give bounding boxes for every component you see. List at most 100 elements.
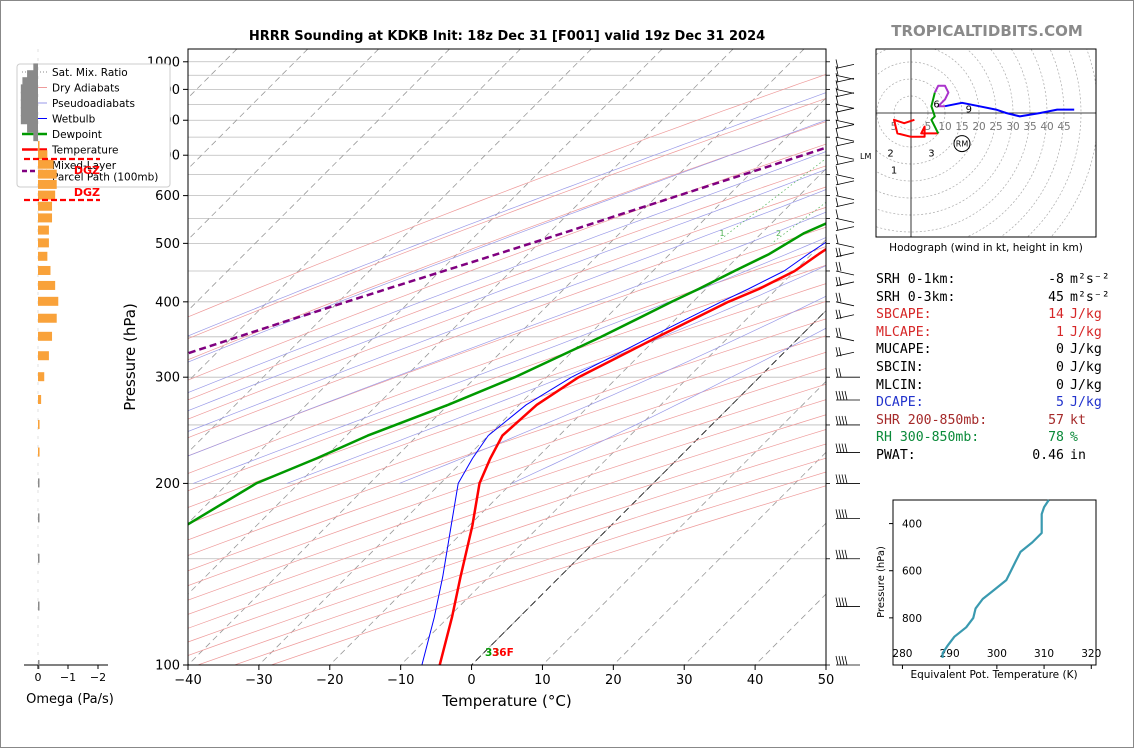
omega-bar [20, 84, 38, 94]
param-unit: % [1070, 430, 1078, 446]
thetae-x-tick-label: 300 [987, 648, 1007, 660]
wind-barb-flag [835, 655, 839, 666]
wind-barb [835, 276, 855, 287]
dry-adiabat-line [188, 335, 826, 556]
omega-bar [38, 225, 49, 235]
wind-barb-staff [835, 154, 855, 160]
mixing-ratio-line [1053, 49, 1134, 243]
legend-label: Wetbulb [52, 114, 96, 126]
wind-barb [835, 111, 855, 125]
wind-barb-flag [844, 597, 848, 607]
omega-panel: 0 −1 −2 DGZ DGZ [20, 49, 108, 684]
param-row: MUCAPE: 0 J/kg [876, 341, 1110, 359]
isotherm-line [188, 49, 592, 453]
param-unit: J/kg [1070, 395, 1102, 411]
omega-bar [38, 159, 54, 169]
param-row: SRH 0-3km: 45 m²s⁻² [876, 289, 1110, 307]
hodograph-height-label: 6 [933, 99, 939, 110]
dry-adiabat-line [188, 143, 826, 381]
wind-barb-staff [835, 314, 855, 320]
wind-barb [835, 309, 855, 320]
mixing-ratio-line [1009, 49, 1134, 243]
param-row: SRH 0-1km: -8 m²s⁻² [876, 271, 1110, 289]
omega-bar [20, 91, 38, 101]
param-value: 0.46 [1032, 447, 1064, 463]
wind-barb-flag [838, 327, 842, 337]
wind-barb-flag [835, 128, 839, 138]
wind-barb [835, 155, 855, 166]
wind-barb [835, 87, 855, 98]
omega-bar [20, 107, 38, 117]
mixing-ratio-line [869, 49, 1134, 243]
wetbulb-line [421, 241, 826, 665]
skewt-series [188, 146, 826, 665]
wind-barb [835, 165, 855, 180]
param-label: DCAPE: [876, 395, 924, 411]
skewt-axes: −40−30−20−100102030405010009008007006005… [147, 55, 834, 688]
wind-barb [835, 368, 860, 378]
legend-label: Sat. Mix. Ratio [52, 67, 128, 79]
isotherm-line [188, 49, 805, 665]
wind-barb-flag [838, 309, 842, 319]
wind-barb-flag [835, 186, 839, 196]
thetae-line [941, 499, 1050, 658]
wind-barb-flag [835, 87, 839, 97]
omega-bar [38, 179, 57, 189]
thetae-y-tick-label: 600 [902, 566, 922, 578]
site-watermark: TROPICALTIDBITS.COM [891, 22, 1083, 40]
wind-barb-flag [835, 66, 839, 76]
param-value: -8 [1048, 272, 1064, 287]
param-label: MLCAPE: [876, 324, 932, 340]
wind-barb-flag [841, 655, 845, 666]
thetae-y-tick-label: 400 [902, 519, 922, 531]
wind-barb-staff [835, 226, 855, 231]
wind-barb [835, 197, 855, 208]
wind-barb-flag [841, 443, 845, 453]
wind-barb-flag [835, 221, 839, 231]
dewpoint-line [188, 222, 826, 526]
mixing-ratio-line [919, 49, 1134, 243]
wind-barb-flag [844, 415, 848, 426]
omega-xlabel: Omega (Pa/s) [26, 692, 114, 707]
wind-barb [835, 261, 855, 276]
wind-barb-flag [838, 474, 842, 484]
param-value: 0 [1056, 342, 1064, 358]
param-unit: J/kg [1070, 359, 1102, 375]
hodograph-height-label: 3 [928, 149, 934, 160]
legend-label: Parcel Path (100mb) [52, 172, 158, 184]
omega-bar [38, 201, 53, 211]
zero-isotherm-line [471, 309, 826, 665]
wind-barb-flag [835, 292, 839, 302]
omega-bar [38, 238, 49, 248]
legend-label: Dewpoint [52, 129, 102, 141]
wind-barb [835, 209, 855, 223]
wind-barb-flag [838, 368, 842, 378]
hodograph: 5 5 10 15 20 25 30 35 40 45 1 2 3 6 9 RM [876, 49, 1096, 237]
chart-title: HRRR Sounding at KDKB Init: 18z Dec 31 [… [249, 29, 765, 44]
y-tick-label: 100 [155, 659, 180, 674]
wind-barb-staff [835, 202, 855, 208]
wind-barb [835, 95, 855, 109]
skewt-ylabel: Pressure (hPa) [121, 303, 139, 411]
param-row: SBCIN: 0 J/kg [876, 359, 1110, 377]
wind-barb-flag [835, 247, 839, 257]
param-row: DCAPE: 5 J/kg [876, 394, 1110, 412]
omega-bar [22, 77, 38, 87]
wind-barb-staff [835, 107, 855, 113]
omega-bar [38, 351, 49, 361]
wind-barb-flag [835, 234, 839, 244]
omega-bar [38, 141, 40, 151]
wind-barb-flag [841, 415, 845, 426]
wind-barb-flag [838, 443, 842, 453]
wind-barb-staff [835, 351, 855, 357]
isotherm-line [188, 49, 734, 595]
param-row: SHR 200-850mb: 57 kt [876, 412, 1110, 430]
omega-bar [38, 265, 51, 275]
y-tick-label: 600 [155, 189, 180, 204]
hodograph-ring-label: 20 [972, 121, 985, 133]
wind-barb [835, 146, 855, 160]
param-row: RH 300-850mb: 78% [876, 429, 1110, 447]
x-tick-label: 50 [818, 673, 835, 688]
wind-barb-staff [835, 136, 855, 142]
hodograph-ring-label: 40 [1040, 121, 1053, 133]
